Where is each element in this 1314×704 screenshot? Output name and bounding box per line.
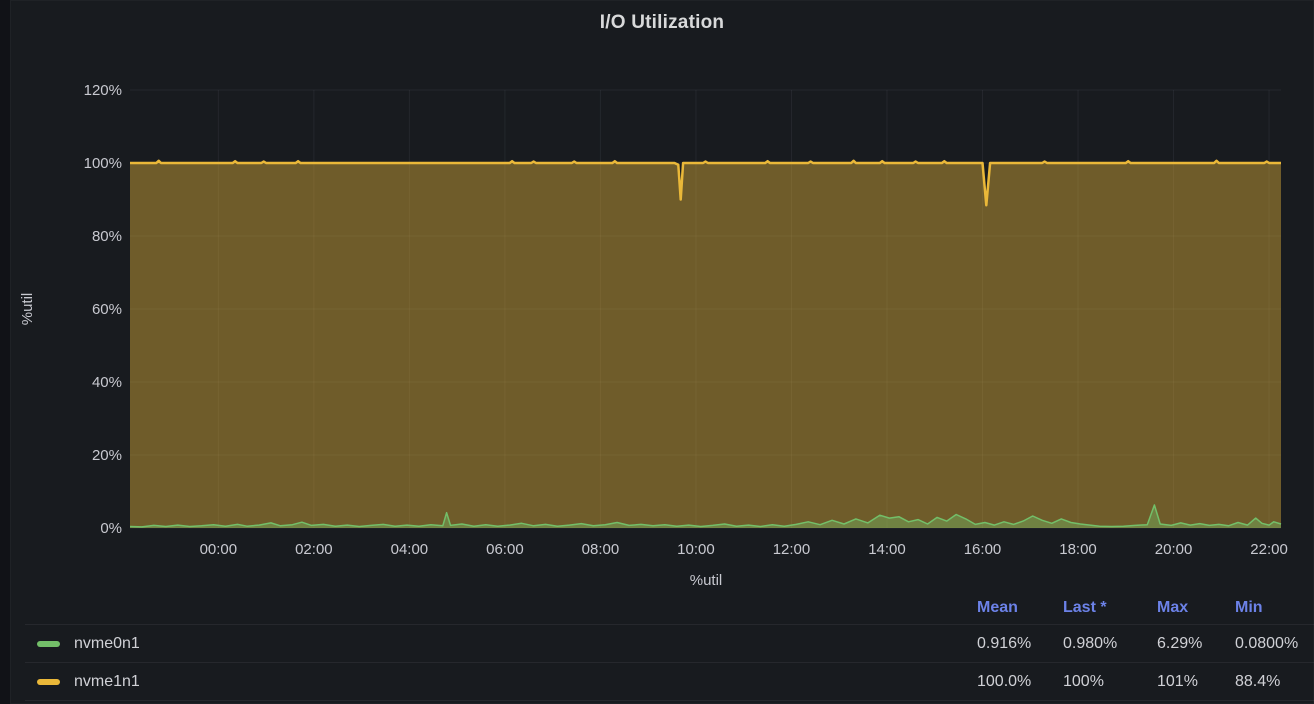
panel-title: I/O Utilization (599, 12, 725, 33)
series-swatch-green (37, 640, 60, 647)
svg-text:02:00: 02:00 (295, 541, 333, 558)
series-swatch-yellow (37, 678, 60, 685)
nvme1n1-last: 100% (1063, 672, 1104, 690)
nvme0n1-last: 0.980% (1063, 634, 1118, 652)
svg-text:14:00: 14:00 (868, 541, 906, 558)
legend-header-row: Mean Last * Max Min (25, 592, 1314, 624)
timeseries-chart[interactable]: 0% 20% 40% 60% 80% 100% 120% 00:00 02:00 04:00 06:… (0, 0, 1314, 592)
legend-row-nvme0n1: nvme0n1 0.916% 0.980% 6.29% 0.0800% (25, 624, 1314, 662)
nvme1n1-mean: 100.0% (977, 672, 1032, 690)
svg-text:00:00: 00:00 (200, 541, 238, 558)
legend-header-min[interactable]: Min (1235, 599, 1263, 616)
legend-header-last[interactable]: Last * (1063, 599, 1107, 616)
series-label-nvme0n1[interactable]: nvme0n1 (74, 634, 140, 652)
svg-text:04:00: 04:00 (391, 541, 429, 558)
legend-header-max[interactable]: Max (1157, 599, 1189, 616)
svg-text:18:00: 18:00 (1059, 541, 1097, 558)
nvme0n1-max: 6.29% (1157, 634, 1203, 652)
svg-text:10:00: 10:00 (677, 541, 715, 558)
svg-text:100%: 100% (84, 155, 122, 172)
svg-text:60%: 60% (92, 301, 122, 318)
svg-text:20%: 20% (92, 447, 122, 464)
svg-text:120%: 120% (84, 82, 122, 99)
nvme0n1-min: 0.0800% (1235, 634, 1299, 652)
svg-text:%util: %util (690, 572, 723, 589)
svg-text:0%: 0% (100, 520, 122, 537)
legend-header-mean[interactable]: Mean (977, 599, 1018, 616)
svg-text:16:00: 16:00 (964, 541, 1002, 558)
svg-text:08:00: 08:00 (582, 541, 620, 558)
nvme1n1-min: 88.4% (1235, 672, 1281, 690)
svg-text:40%: 40% (92, 374, 122, 391)
svg-text:20:00: 20:00 (1155, 541, 1193, 558)
panel-background (10, 0, 1314, 704)
svg-text:80%: 80% (92, 228, 122, 245)
series-label-nvme1n1[interactable]: nvme1n1 (74, 672, 140, 690)
legend-row-nvme1n1: nvme1n1 100.0% 100% 101% 88.4% (25, 662, 1314, 701)
nvme0n1-mean: 0.916% (977, 634, 1032, 652)
svg-text:%util: %util (19, 293, 36, 326)
nvme1n1-max: 101% (1157, 672, 1198, 690)
svg-text:06:00: 06:00 (486, 541, 524, 558)
svg-text:12:00: 12:00 (773, 541, 811, 558)
svg-text:22:00: 22:00 (1250, 541, 1288, 558)
legend-table: Mean Last * Max Min nvme0n1 0.916% 0.980… (25, 592, 1314, 701)
